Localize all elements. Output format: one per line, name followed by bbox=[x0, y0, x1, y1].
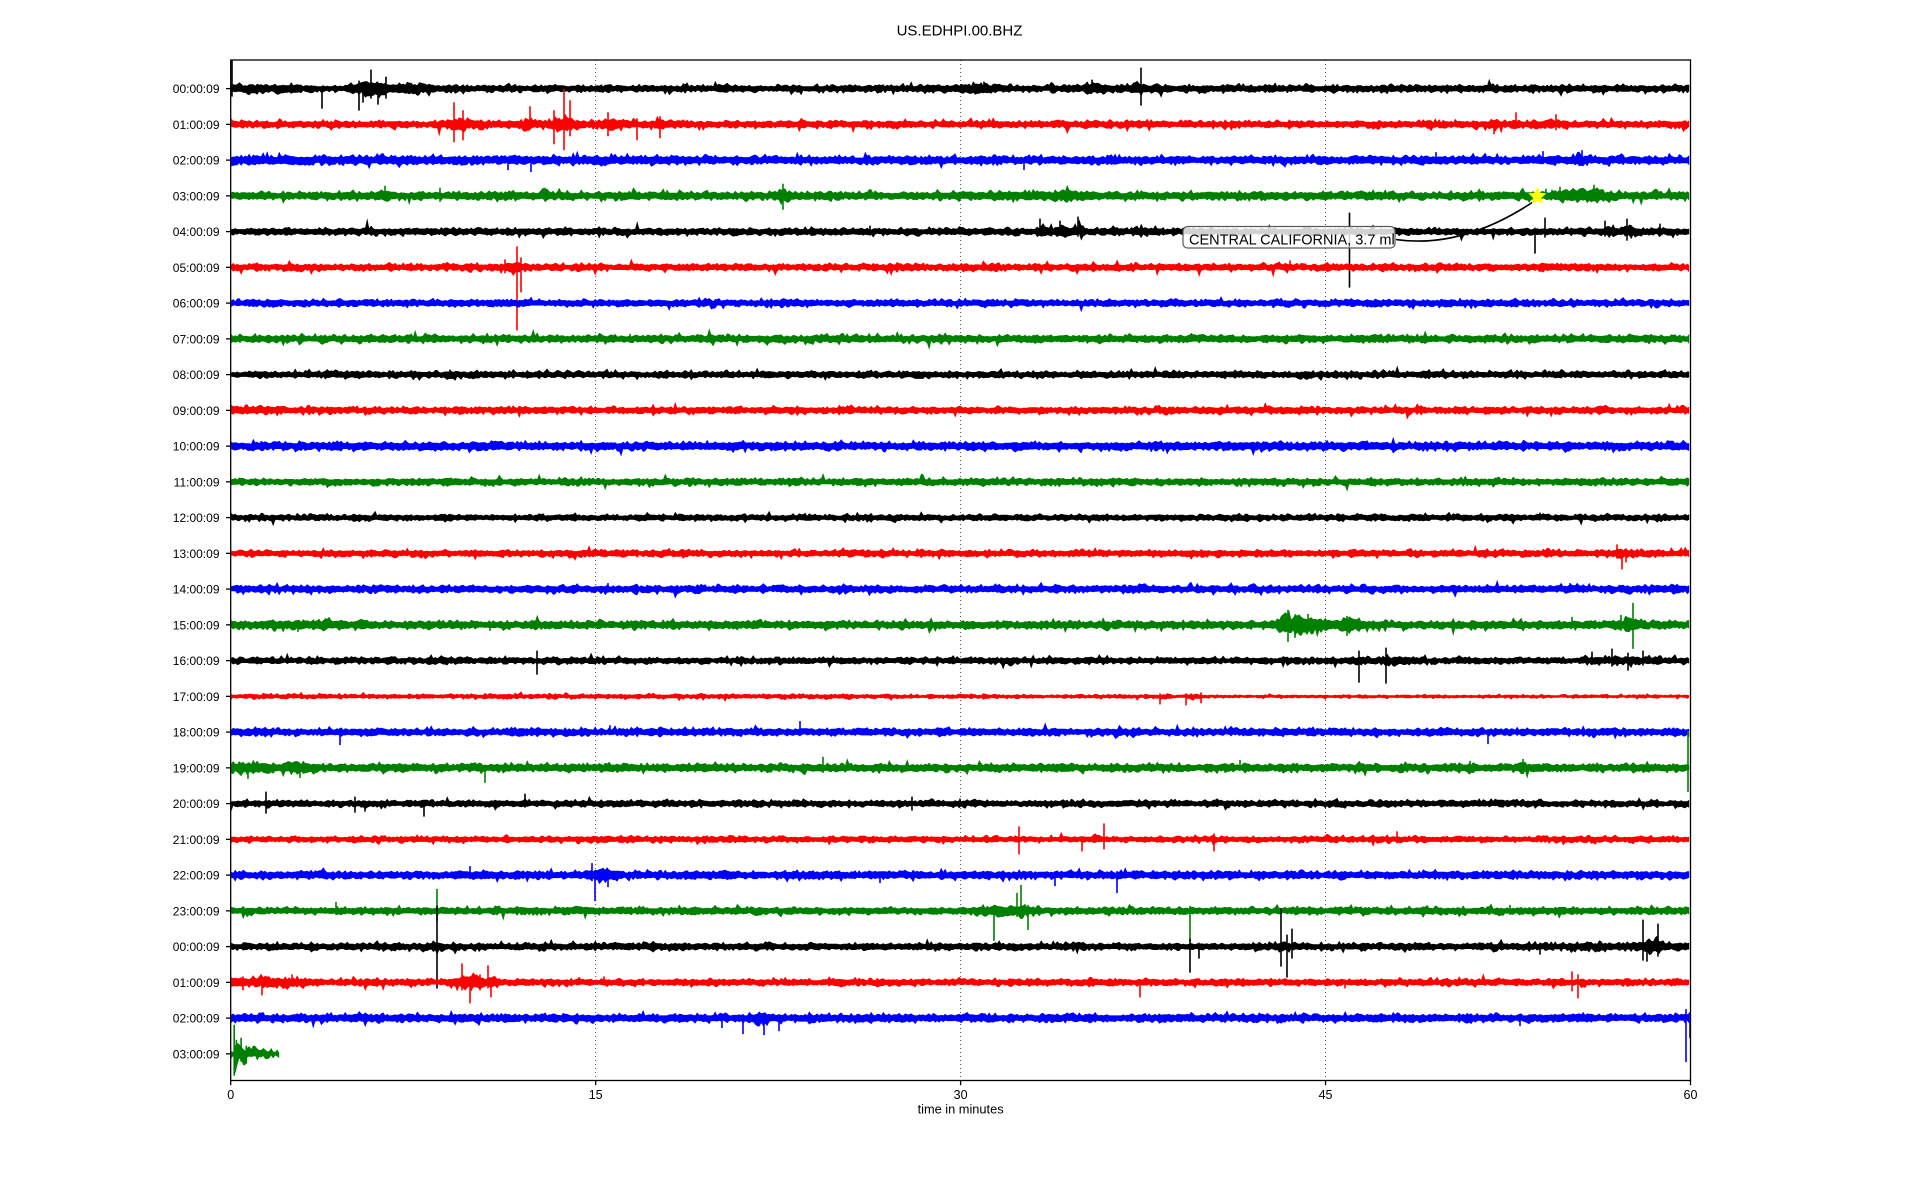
svg-text:02:00:09: 02:00:09 bbox=[173, 154, 220, 168]
svg-text:CENTRAL CALIFORNIA, 3.7 ml: CENTRAL CALIFORNIA, 3.7 ml bbox=[1189, 233, 1395, 249]
svg-text:15: 15 bbox=[589, 1088, 603, 1102]
svg-text:15:00:09: 15:00:09 bbox=[173, 618, 220, 632]
svg-text:13:00:09: 13:00:09 bbox=[173, 547, 220, 561]
svg-text:17:00:09: 17:00:09 bbox=[173, 690, 220, 704]
svg-text:09:00:09: 09:00:09 bbox=[173, 404, 220, 418]
svg-text:06:00:09: 06:00:09 bbox=[173, 297, 220, 311]
svg-text:18:00:09: 18:00:09 bbox=[173, 726, 220, 740]
svg-text:01:00:09: 01:00:09 bbox=[173, 118, 220, 132]
svg-text:01:00:09: 01:00:09 bbox=[173, 976, 220, 990]
svg-text:04:00:09: 04:00:09 bbox=[173, 225, 220, 239]
svg-text:21:00:09: 21:00:09 bbox=[173, 833, 220, 847]
svg-text:0: 0 bbox=[227, 1088, 234, 1102]
svg-text:08:00:09: 08:00:09 bbox=[173, 368, 220, 382]
svg-text:02:00:09: 02:00:09 bbox=[173, 1012, 220, 1026]
svg-text:11:00:09: 11:00:09 bbox=[174, 475, 220, 489]
svg-text:00:00:09: 00:00:09 bbox=[173, 940, 220, 954]
svg-text:22:00:09: 22:00:09 bbox=[173, 869, 220, 883]
svg-text:12:00:09: 12:00:09 bbox=[173, 511, 220, 525]
svg-text:time in minutes: time in minutes bbox=[918, 1102, 1004, 1117]
svg-text:16:00:09: 16:00:09 bbox=[173, 654, 220, 668]
svg-text:23:00:09: 23:00:09 bbox=[173, 904, 220, 918]
svg-text:03:00:09: 03:00:09 bbox=[173, 1047, 220, 1061]
svg-text:07:00:09: 07:00:09 bbox=[173, 332, 220, 346]
svg-text:19:00:09: 19:00:09 bbox=[173, 761, 220, 775]
svg-text:03:00:09: 03:00:09 bbox=[173, 189, 220, 203]
svg-text:14:00:09: 14:00:09 bbox=[173, 583, 220, 597]
svg-text:45: 45 bbox=[1319, 1088, 1333, 1102]
svg-text:10:00:09: 10:00:09 bbox=[173, 440, 220, 454]
svg-text:20:00:09: 20:00:09 bbox=[173, 797, 220, 811]
svg-text:US.EDHPI.00.BHZ: US.EDHPI.00.BHZ bbox=[897, 23, 1023, 40]
svg-text:30: 30 bbox=[954, 1088, 968, 1102]
svg-text:60: 60 bbox=[1684, 1088, 1698, 1102]
svg-text:00:00:09: 00:00:09 bbox=[173, 82, 220, 96]
svg-text:05:00:09: 05:00:09 bbox=[173, 261, 220, 275]
